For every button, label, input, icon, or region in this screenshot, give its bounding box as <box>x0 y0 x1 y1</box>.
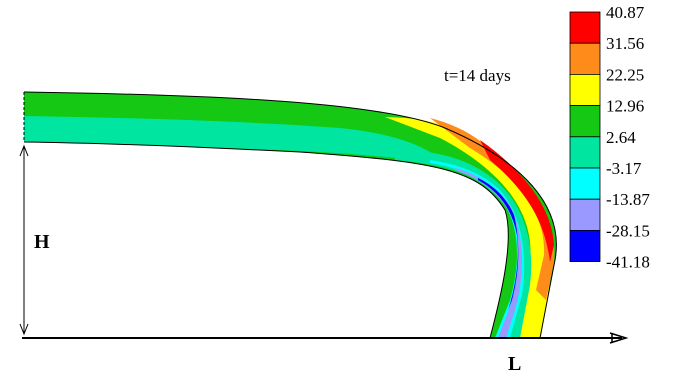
legend-swatch <box>569 136 601 169</box>
height-arrow-top-icon <box>19 144 29 157</box>
band-teal-left <box>24 116 441 165</box>
legend-swatch <box>569 167 601 200</box>
legend-swatch <box>569 42 601 75</box>
legend-label: 31.56 <box>606 34 644 53</box>
legend-label: -41.18 <box>606 253 650 272</box>
height-dimension <box>19 144 29 336</box>
beam-outline <box>23 91 557 339</box>
baseline-axis <box>22 332 629 344</box>
legend-label: 22.25 <box>606 65 644 84</box>
legend-label: -3.17 <box>606 159 642 178</box>
legend-swatch <box>569 229 601 262</box>
beam-contour <box>23 91 557 339</box>
color-legend: 40.87 31.56 22.25 12.96 2.64 -3.17 -13.87 -28.1… <box>569 3 650 272</box>
time-label: t=14 days <box>444 66 511 85</box>
legend-label: -13.87 <box>606 190 650 209</box>
legend-label: 40.87 <box>606 3 645 22</box>
height-label: H <box>34 231 50 253</box>
legend-label: -28.15 <box>606 221 650 240</box>
baseline-arrow-icon <box>609 332 629 344</box>
band-cyan <box>430 160 525 338</box>
legend-swatch <box>569 198 601 231</box>
height-arrow-bottom-icon <box>19 323 29 336</box>
legend-label: 12.96 <box>606 97 644 116</box>
length-label: L <box>508 353 521 374</box>
band-red <box>480 140 554 262</box>
band-teal-inner <box>395 150 532 338</box>
legend-label: 2.64 <box>606 128 636 147</box>
legend-swatch <box>569 11 601 44</box>
legend-swatch <box>569 105 601 138</box>
legend-swatch <box>569 74 601 107</box>
